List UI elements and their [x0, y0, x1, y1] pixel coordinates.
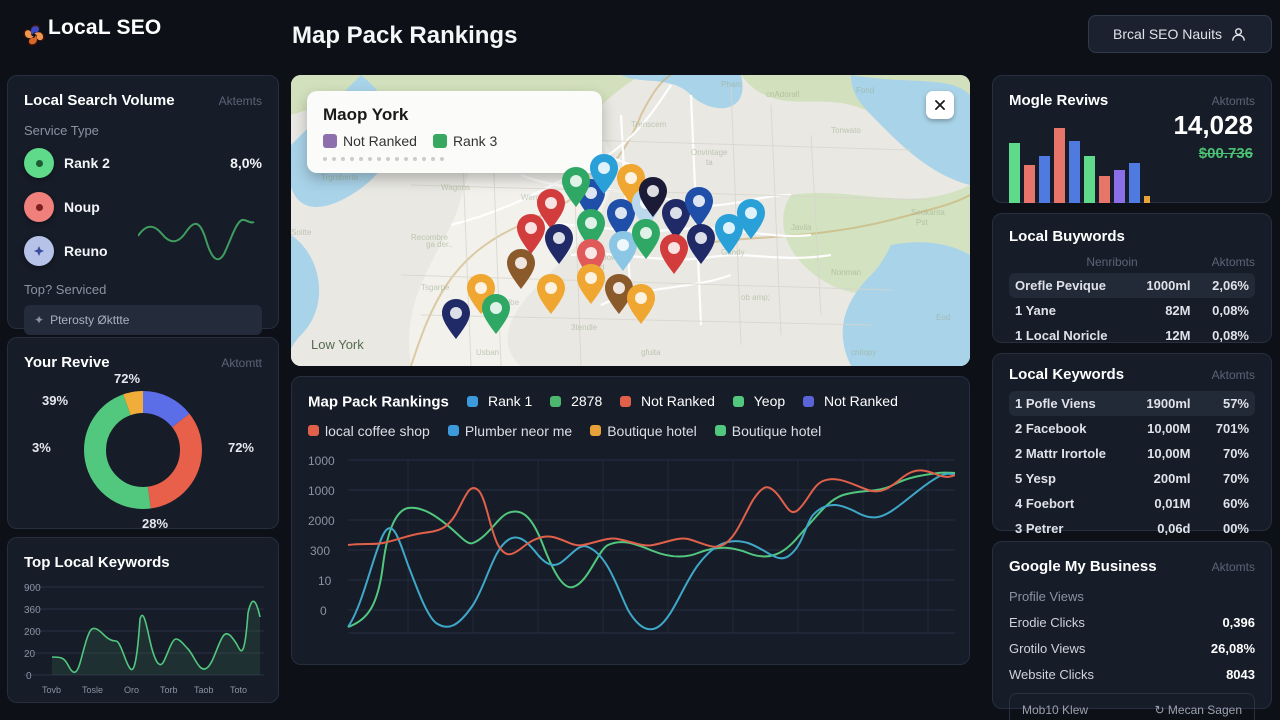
- svg-text:Torb: Torb: [160, 685, 178, 695]
- svg-text:Oro: Oro: [124, 685, 139, 695]
- svg-text:360: 360: [24, 605, 41, 616]
- svg-text:200: 200: [24, 627, 41, 638]
- svg-text:900: 900: [24, 583, 41, 594]
- svg-text:Taob: Taob: [194, 685, 214, 695]
- svg-text:1000: 1000: [308, 454, 335, 468]
- svg-text:Toto: Toto: [230, 685, 247, 695]
- svg-text:Tovb: Tovb: [42, 685, 61, 695]
- svg-text:10: 10: [318, 574, 332, 588]
- svg-text:0: 0: [26, 671, 32, 682]
- svg-text:1000: 1000: [308, 484, 335, 498]
- svg-text:0: 0: [320, 604, 327, 618]
- svg-text:Tosle: Tosle: [82, 685, 103, 695]
- svg-text:20: 20: [24, 649, 36, 660]
- svg-text:300: 300: [310, 544, 330, 558]
- svg-text:2000: 2000: [308, 514, 335, 528]
